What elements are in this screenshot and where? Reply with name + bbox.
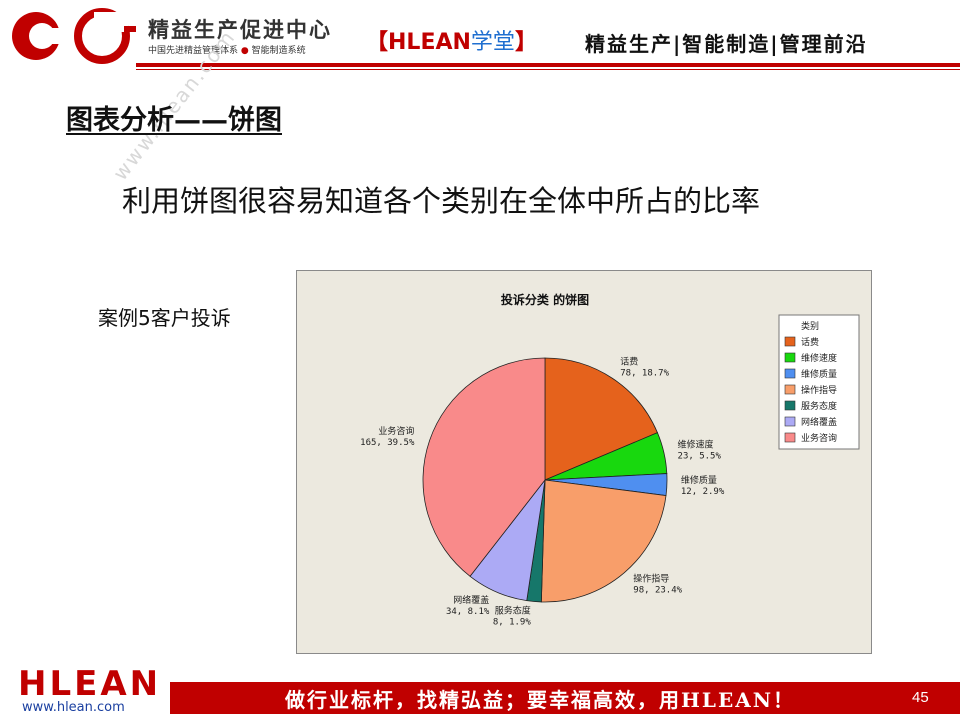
hlean-school-label: 【HLEAN学堂】: [366, 24, 537, 56]
legend-label-1: 话费: [801, 336, 819, 348]
legend-label-3: 维修质量: [801, 368, 837, 380]
pie-slice-value-3: 12, 2.9%: [681, 487, 725, 497]
brand-sub-right: 智能制造系统: [251, 46, 306, 56]
legend-label-2: 维修速度: [801, 352, 837, 364]
brand-sub-left: 中国先进精益管理体系: [148, 46, 239, 56]
pie-slice-value-7: 165, 39.5%: [360, 438, 415, 448]
pie-slice-7: [422, 357, 546, 577]
legend-swatch-3: [784, 368, 796, 379]
legend-label-7: 业务咨询: [801, 432, 837, 444]
pie-slices: [422, 357, 668, 603]
hlean-school: 学堂: [470, 30, 515, 55]
header-divider: [136, 63, 960, 67]
footer-slogan: 做行业标杆，找精弘益；要幸福高效，用HLEAN！: [285, 688, 796, 712]
header-divider-thin: [136, 69, 960, 70]
footer-url-link[interactable]: www.hlean.com: [22, 700, 125, 715]
pie-slice-1: [544, 357, 658, 481]
legend-swatch-7: [784, 432, 796, 443]
legend-box: [778, 314, 860, 450]
legend-swatch-1: [784, 336, 796, 347]
pie-slice-name-5: 服务态度: [495, 604, 531, 616]
bracket-open: 【: [366, 30, 389, 55]
footer-logo: HLEAN: [18, 664, 162, 704]
bracket-close: 】: [514, 30, 537, 55]
pie-slice-4: [540, 479, 667, 603]
page-number: 45: [912, 689, 929, 706]
pie-chart-panel: 投诉分类 的饼图 话费 78, 18.7% 维修速度 23, 5.5% 维修质量 12, …: [296, 270, 872, 654]
hlean-name: HLEAN: [388, 30, 471, 55]
slide-lead-text: 利用饼图很容易知道各个类别在全体中所占的比率: [122, 184, 761, 218]
slide-title: 图表分析——饼图: [66, 105, 282, 136]
header-tagline: 精益生产|智能制造|管理前沿: [585, 32, 868, 56]
legend-swatch-2: [784, 352, 796, 363]
legend-label-4: 操作指导: [801, 384, 837, 396]
pie-slice-name-3: 维修质量: [681, 474, 717, 486]
legend-swatch-5: [784, 400, 796, 411]
legend-swatch-6: [784, 416, 796, 427]
chart-title: 投诉分类 的饼图: [501, 292, 589, 307]
brand-logo-icon: [12, 8, 136, 64]
pie-slice-value-5: 8, 1.9%: [493, 617, 532, 627]
legend-title: 类别: [801, 320, 819, 332]
brand-title: 精益生产促进中心: [148, 18, 332, 42]
case-label: 案例5客户投诉: [98, 306, 231, 330]
pie-slice-name-7: 业务咨询: [378, 425, 414, 437]
pie-slice-name-4: 操作指导: [633, 572, 669, 584]
footer-bar: [170, 682, 960, 714]
header: 精益生产促进中心 中国先进精益管理体系 ● 智能制造系统 【HLEAN学堂】 精…: [0, 0, 960, 72]
legend-label-6: 网络覆盖: [801, 416, 837, 428]
legend-swatch-4: [784, 384, 796, 395]
pie-slice-name-1: 话费: [620, 356, 638, 368]
legend-label-5: 服务态度: [801, 400, 837, 412]
brand-subtitle: 中国先进精益管理体系 ● 智能制造系统: [148, 43, 306, 56]
pie-slice-name-2: 维修速度: [678, 439, 714, 451]
pie-slice-name-6: 网络覆盖: [453, 594, 489, 606]
pie-slice-value-4: 98, 23.4%: [633, 585, 682, 595]
pie-slice-value-6: 34, 8.1%: [446, 607, 490, 617]
pie-slice-value-1: 78, 18.7%: [620, 369, 669, 379]
brand-sub-dot: ●: [240, 46, 249, 56]
pie-slice-value-2: 23, 5.5%: [678, 452, 722, 462]
